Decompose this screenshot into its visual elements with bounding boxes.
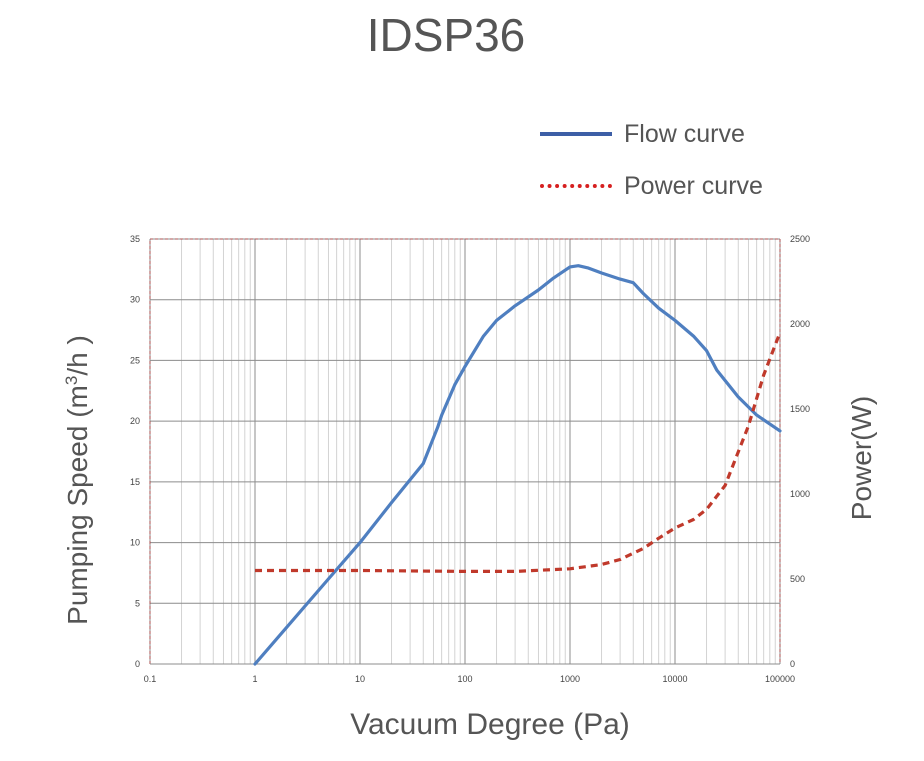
y-left-tick-label: 25 xyxy=(130,355,140,365)
series-lines xyxy=(253,264,782,666)
y-left-tick-label: 0 xyxy=(135,659,140,669)
x-tick-label: 100 xyxy=(457,674,472,684)
x-tick-label: 0.1 xyxy=(144,674,157,684)
y-left-tick-label: 5 xyxy=(135,598,140,608)
y-left-tick-labels: 0 5 10 15 20 25 30 35 xyxy=(130,234,140,669)
x-tick-label: 1 xyxy=(252,674,257,684)
legend-label-power: Power curve xyxy=(624,171,763,200)
legend-label-flow: Flow curve xyxy=(624,119,745,148)
x-tick-label: 1000 xyxy=(560,674,580,684)
y-left-tick-label: 35 xyxy=(130,234,140,244)
legend-swatch-flow xyxy=(540,132,612,136)
y-left-tick-label: 10 xyxy=(130,538,140,548)
y-axis-right-label: Power(W) xyxy=(846,395,877,521)
y-right-tick-label: 2000 xyxy=(790,319,810,329)
legend-item-flow: Flow curve xyxy=(540,114,745,154)
x-tick-labels: 0.1 1 10 100 1000 10000 100000 xyxy=(144,674,795,684)
legend-swatch-power xyxy=(540,184,612,188)
y-right-tick-label: 2500 xyxy=(790,234,810,244)
x-tick-label: 10 xyxy=(355,674,365,684)
y-right-tick-label: 500 xyxy=(790,574,805,584)
y-right-tick-label: 0 xyxy=(790,659,795,669)
y-axis-left-label-end: /h ) xyxy=(62,335,94,376)
x-tick-label: 10000 xyxy=(662,674,687,684)
y-axis-left-label-superscript: 3 xyxy=(61,375,81,386)
x-tick-label: 100000 xyxy=(765,674,795,684)
y-axis-left-label: Pumping Speed (m3/h ) xyxy=(62,335,94,625)
power-curve-line xyxy=(255,331,782,573)
y-right-tick-labels: 0 500 1000 1500 2000 2500 xyxy=(790,234,810,669)
y-right-tick-label: 1000 xyxy=(790,489,810,499)
x-axis-label: Vacuum Degree (Pa) xyxy=(350,708,630,741)
grid-minor xyxy=(181,239,776,664)
chart-title: IDSP36 xyxy=(366,9,526,61)
y-left-tick-label: 30 xyxy=(130,295,140,305)
flow-curve-line xyxy=(253,264,782,666)
y-left-tick-label: 15 xyxy=(130,477,140,487)
y-right-tick-label: 1500 xyxy=(790,404,810,414)
legend-item-power: Power curve xyxy=(540,166,763,206)
y-axis-left-label-start: Pumping Speed (m xyxy=(62,385,94,625)
y-left-tick-label: 20 xyxy=(130,416,140,426)
